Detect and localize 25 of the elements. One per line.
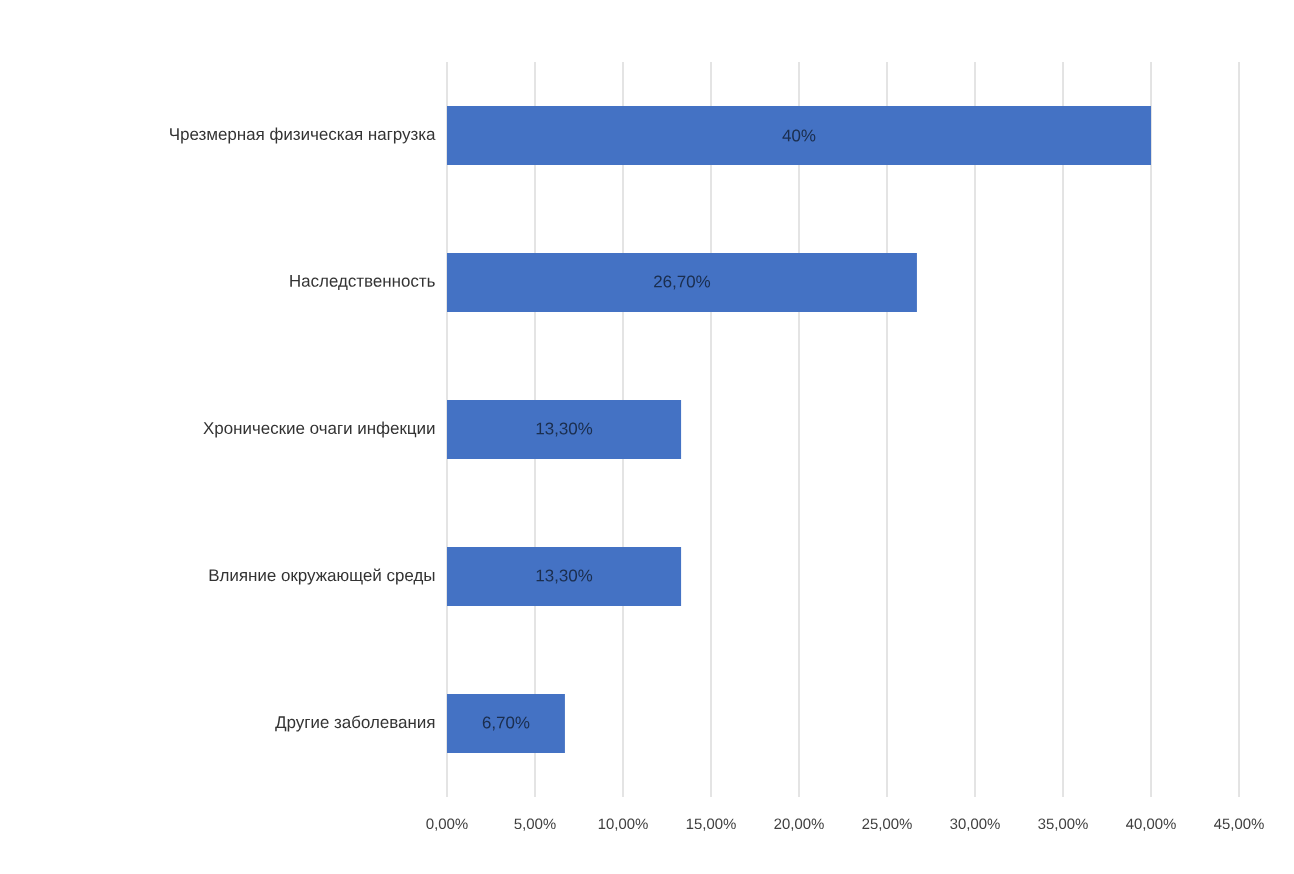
bar <box>447 547 682 606</box>
bar <box>447 253 917 312</box>
y-tick-label: Наследственность <box>290 274 435 291</box>
x-tick-label: 30,00% <box>950 818 1000 831</box>
data-label: 40% <box>782 129 816 142</box>
data-label: 26,70% <box>654 275 711 290</box>
data-label: 13,30% <box>536 569 593 584</box>
bar <box>447 694 565 753</box>
x-tick-label: 15,00% <box>686 818 736 831</box>
x-tick-label: 0,00% <box>426 818 468 831</box>
bar <box>447 106 1152 165</box>
y-tick-label: Чрезмерная физическая нагрузка <box>170 127 436 144</box>
x-tick-label: 20,00% <box>774 818 824 831</box>
x-tick-label: 35,00% <box>1038 818 1088 831</box>
y-tick-label: Влияние окружающей среды <box>209 568 435 585</box>
x-tick-label: 25,00% <box>862 818 912 831</box>
bar <box>447 400 682 459</box>
x-tick-label: 10,00% <box>598 818 648 831</box>
x-tick-label: 5,00% <box>514 818 556 831</box>
y-tick-label: Хронические очаги инфекции <box>203 421 435 438</box>
x-tick-label: 45,00% <box>1214 818 1264 831</box>
data-label: 13,30% <box>536 422 593 437</box>
y-tick-label: Другие заболевания <box>275 715 435 732</box>
data-label: 6,70% <box>482 716 530 731</box>
x-tick-label: 40,00% <box>1126 818 1176 831</box>
